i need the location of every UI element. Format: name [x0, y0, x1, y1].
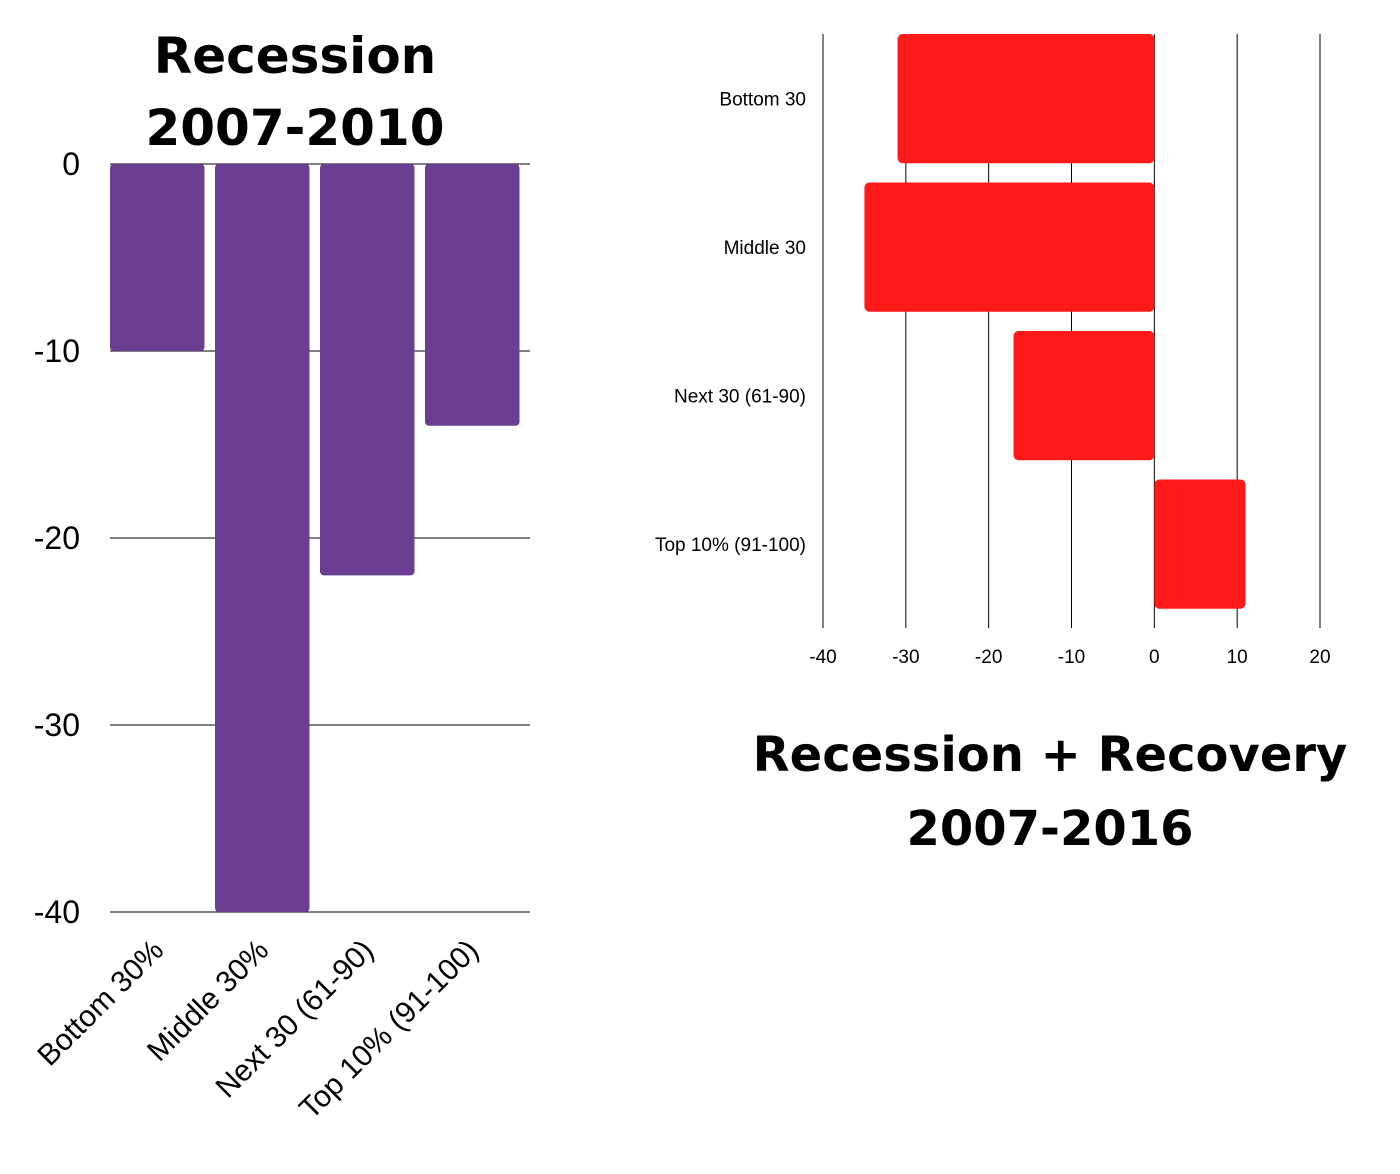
left-y-tick-label: -10 — [34, 333, 80, 369]
right-bar — [1013, 331, 1155, 461]
left-chart-title-line-1: Recession — [153, 27, 437, 85]
right-x-tick-label: -10 — [1058, 647, 1085, 668]
right-x-tick-label: -30 — [892, 647, 919, 668]
left-y-tick-label: -40 — [34, 894, 80, 930]
left-y-tick-label: -20 — [34, 520, 80, 556]
left-y-tick-label: -30 — [34, 707, 80, 743]
right-y-tick-label: Middle 30 — [724, 238, 806, 259]
left-y-tick-label: 0 — [62, 146, 80, 182]
left-bar — [215, 164, 310, 912]
left-bar — [110, 164, 205, 351]
right-y-tick-label: Bottom 30 — [719, 90, 806, 111]
right-bar — [1154, 479, 1246, 609]
right-x-tick-label: 0 — [1149, 647, 1160, 668]
right-x-tick-label: 20 — [1309, 647, 1330, 668]
left-x-tick-label: Top 10% (91-100) — [293, 934, 485, 1126]
right-x-tick-label: 10 — [1227, 647, 1248, 668]
right-bar — [864, 182, 1155, 312]
right-chart-title-line-1: Recession + Recovery — [752, 727, 1348, 783]
right-y-tick-label: Next 30 (61-90) — [674, 387, 806, 408]
right-chart-title: Recession + Recovery 2007-2016 — [740, 718, 1360, 866]
right-x-tick-label: -20 — [975, 647, 1002, 668]
right-y-tick-label: Top 10% (91-100) — [655, 535, 806, 556]
left-bar — [425, 164, 520, 426]
right-bar — [897, 34, 1155, 164]
right-chart-title-line-2: 2007-2016 — [906, 801, 1194, 857]
left-chart-title: Recession 2007-2010 — [145, 20, 445, 164]
left-bar — [320, 164, 415, 576]
right-x-tick-label: -40 — [809, 647, 836, 668]
left-chart-title-line-2: 2007-2010 — [145, 99, 445, 157]
